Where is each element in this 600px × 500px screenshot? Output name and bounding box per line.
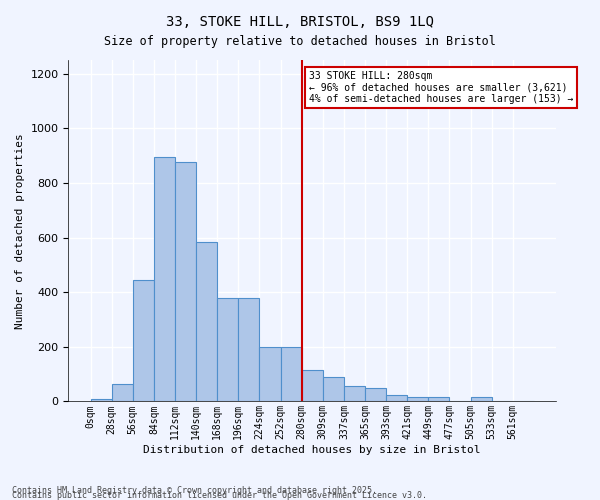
Text: Contains public sector information licensed under the Open Government Licence v3: Contains public sector information licen… bbox=[12, 491, 427, 500]
Bar bbox=[428, 398, 449, 402]
Bar bbox=[154, 157, 175, 402]
Text: 33, STOKE HILL, BRISTOL, BS9 1LQ: 33, STOKE HILL, BRISTOL, BS9 1LQ bbox=[166, 15, 434, 29]
Bar bbox=[91, 398, 112, 402]
Bar bbox=[302, 370, 323, 402]
Text: Size of property relative to detached houses in Bristol: Size of property relative to detached ho… bbox=[104, 35, 496, 48]
X-axis label: Distribution of detached houses by size in Bristol: Distribution of detached houses by size … bbox=[143, 445, 481, 455]
Bar bbox=[259, 347, 281, 402]
Text: 33 STOKE HILL: 280sqm
← 96% of detached houses are smaller (3,621)
4% of semi-de: 33 STOKE HILL: 280sqm ← 96% of detached … bbox=[309, 70, 574, 104]
Bar bbox=[407, 396, 428, 402]
Bar bbox=[217, 298, 238, 402]
Bar bbox=[238, 298, 259, 402]
Bar bbox=[470, 396, 491, 402]
Bar bbox=[344, 386, 365, 402]
Text: Contains HM Land Registry data © Crown copyright and database right 2025.: Contains HM Land Registry data © Crown c… bbox=[12, 486, 377, 495]
Bar bbox=[133, 280, 154, 402]
Bar bbox=[175, 162, 196, 402]
Bar bbox=[386, 394, 407, 402]
Bar bbox=[365, 388, 386, 402]
Y-axis label: Number of detached properties: Number of detached properties bbox=[15, 133, 25, 328]
Bar bbox=[112, 384, 133, 402]
Bar bbox=[323, 377, 344, 402]
Bar bbox=[281, 347, 302, 402]
Bar bbox=[196, 242, 217, 402]
